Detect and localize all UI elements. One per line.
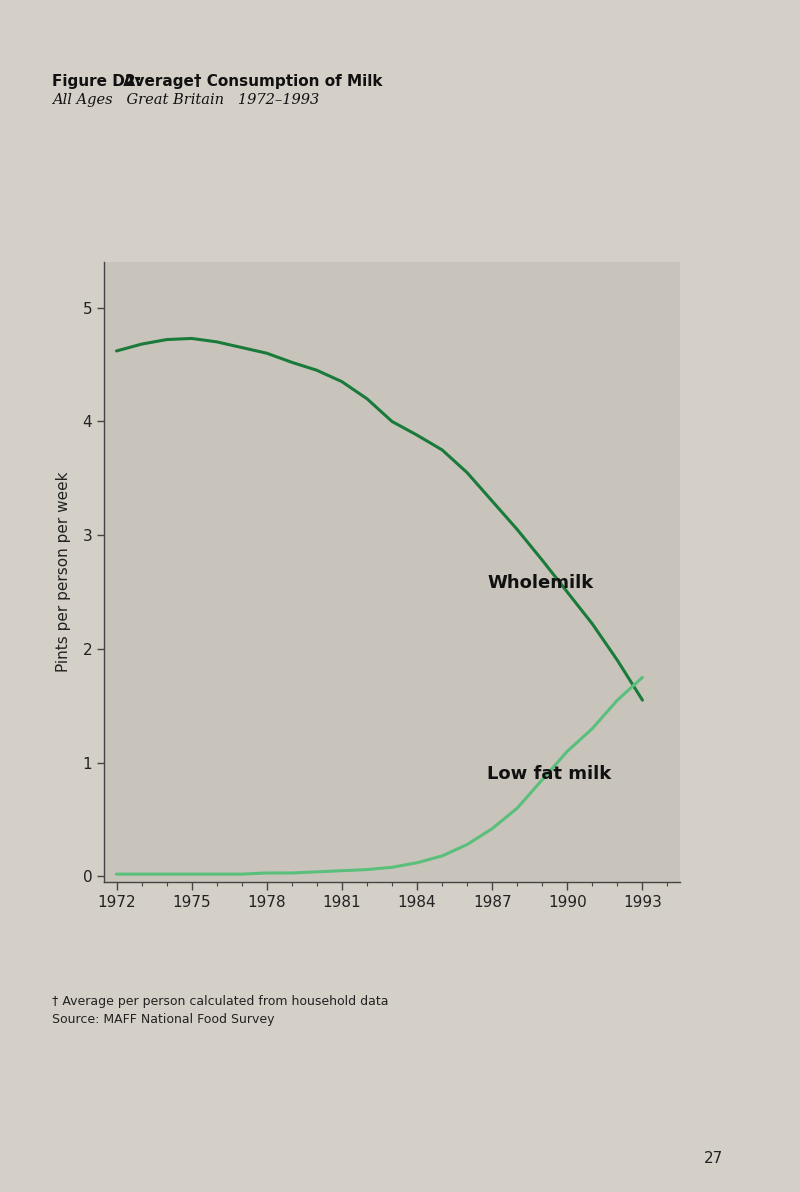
Text: Source: MAFF National Food Survey: Source: MAFF National Food Survey: [52, 1013, 274, 1026]
Text: † Average per person calculated from household data: † Average per person calculated from hou…: [52, 995, 389, 1008]
Text: Figure D2:: Figure D2:: [52, 74, 142, 89]
Text: Low fat milk: Low fat milk: [487, 765, 611, 783]
Text: Average† Consumption of Milk: Average† Consumption of Milk: [118, 74, 383, 89]
Y-axis label: Pints per person per week: Pints per person per week: [56, 472, 71, 672]
Text: 27: 27: [704, 1150, 723, 1166]
Text: All Ages   Great Britain   1972–1993: All Ages Great Britain 1972–1993: [52, 93, 319, 107]
Text: Wholemilk: Wholemilk: [487, 575, 594, 592]
